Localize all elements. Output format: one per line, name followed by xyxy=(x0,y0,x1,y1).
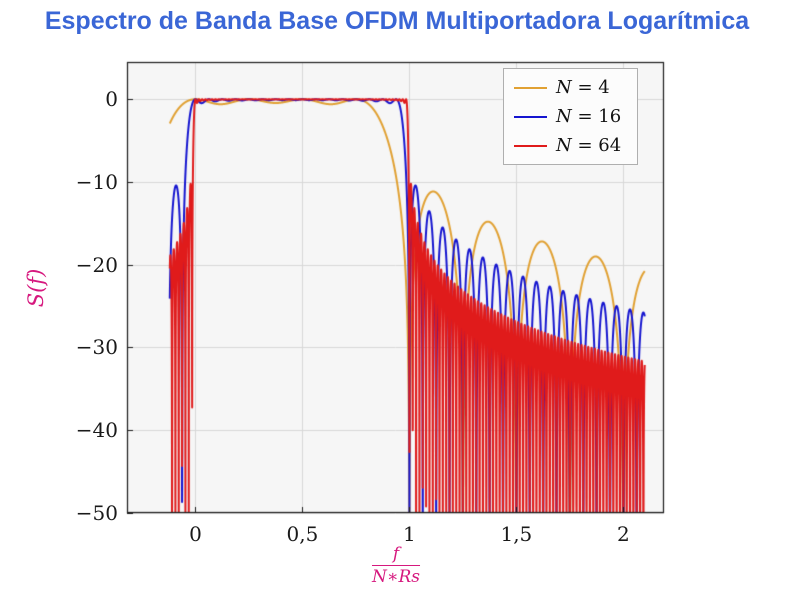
legend-line-n16-icon xyxy=(514,115,547,118)
legend-line-n4-icon xyxy=(514,86,547,89)
x-axis-label-denominator: N∗Rs xyxy=(372,567,420,588)
legend-label-n4: N = 4 xyxy=(556,77,610,98)
x-axis-label: f N∗Rs xyxy=(372,544,420,588)
legend-label-n16: N = 16 xyxy=(556,106,622,127)
legend-item-n16: N = 16 xyxy=(514,106,621,127)
legend-label-n64: N = 64 xyxy=(556,135,622,156)
legend-line-n64-icon xyxy=(514,144,547,147)
y-axis-label: S(f) xyxy=(24,268,48,308)
x-axis-label-numerator: f xyxy=(372,544,420,567)
legend-item-n4: N = 4 xyxy=(514,77,621,98)
legend: N = 4 N = 16 N = 64 xyxy=(503,68,639,165)
legend-item-n64: N = 64 xyxy=(514,135,621,156)
